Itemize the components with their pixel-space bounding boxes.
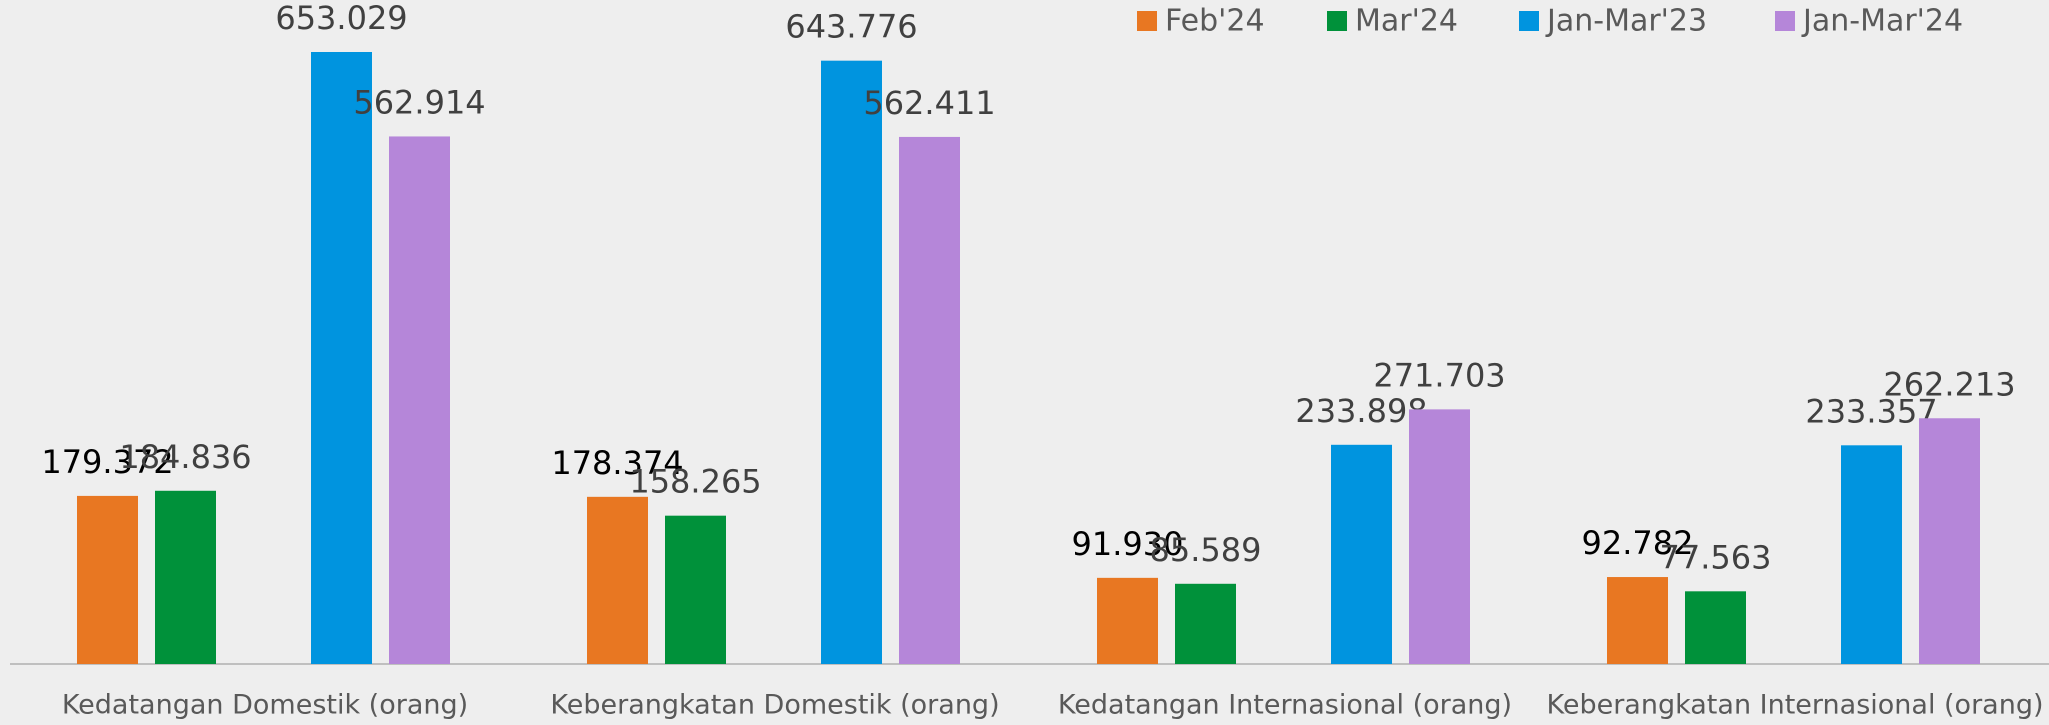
data-label: 562.411 — [863, 84, 995, 122]
legend-label: Jan-Mar'23 — [1545, 4, 1707, 39]
bar — [1331, 444, 1392, 664]
data-label: 562.914 — [353, 83, 485, 121]
data-label: 262.213 — [1883, 365, 2015, 403]
legend-label: Jan-Mar'24 — [1801, 4, 1963, 39]
bar — [821, 60, 882, 665]
x-tick-label: Kedatangan Domestik (orang) — [62, 690, 468, 721]
legend-swatch — [1775, 11, 1795, 31]
bar — [899, 136, 960, 665]
data-label: 92.782 — [1582, 524, 1694, 562]
data-label: 233.898 — [1295, 392, 1427, 430]
x-tick-label: Kedatangan Internasional (orang) — [1058, 690, 1512, 721]
bar — [311, 52, 372, 664]
legend-swatch — [1137, 11, 1157, 31]
legend-swatch — [1519, 11, 1539, 31]
legend-label: Mar'24 — [1355, 4, 1458, 39]
data-label: 179.372 — [41, 443, 173, 481]
data-label: 178.374 — [551, 444, 683, 482]
x-tick-label: Keberangkatan Domestik (orang) — [550, 690, 999, 721]
data-label: 271.703 — [1373, 356, 1505, 394]
data-label: 77.563 — [1660, 538, 1772, 576]
x-tick-label: Keberangkatan Internasional (orang) — [1546, 690, 2043, 721]
bar — [1685, 591, 1746, 664]
bar — [77, 495, 138, 664]
legend-swatch — [1327, 11, 1347, 31]
data-label: 184.836 — [119, 438, 251, 476]
data-label: 85.589 — [1150, 531, 1262, 569]
data-label: 91.930 — [1072, 525, 1184, 563]
bar — [1175, 583, 1236, 664]
bar — [1841, 445, 1902, 664]
data-label: 158.265 — [629, 463, 761, 501]
bar — [1919, 418, 1980, 664]
data-label: 643.776 — [785, 8, 917, 46]
legend-label: Feb'24 — [1165, 4, 1265, 39]
data-label: 653.029 — [275, 0, 407, 37]
bar — [155, 490, 216, 664]
bar — [1607, 577, 1668, 664]
bar — [587, 496, 648, 664]
bar — [1097, 577, 1158, 664]
bar — [1409, 409, 1470, 664]
bar — [665, 515, 726, 664]
data-label: 233.357 — [1805, 392, 1937, 430]
bar — [389, 136, 450, 664]
